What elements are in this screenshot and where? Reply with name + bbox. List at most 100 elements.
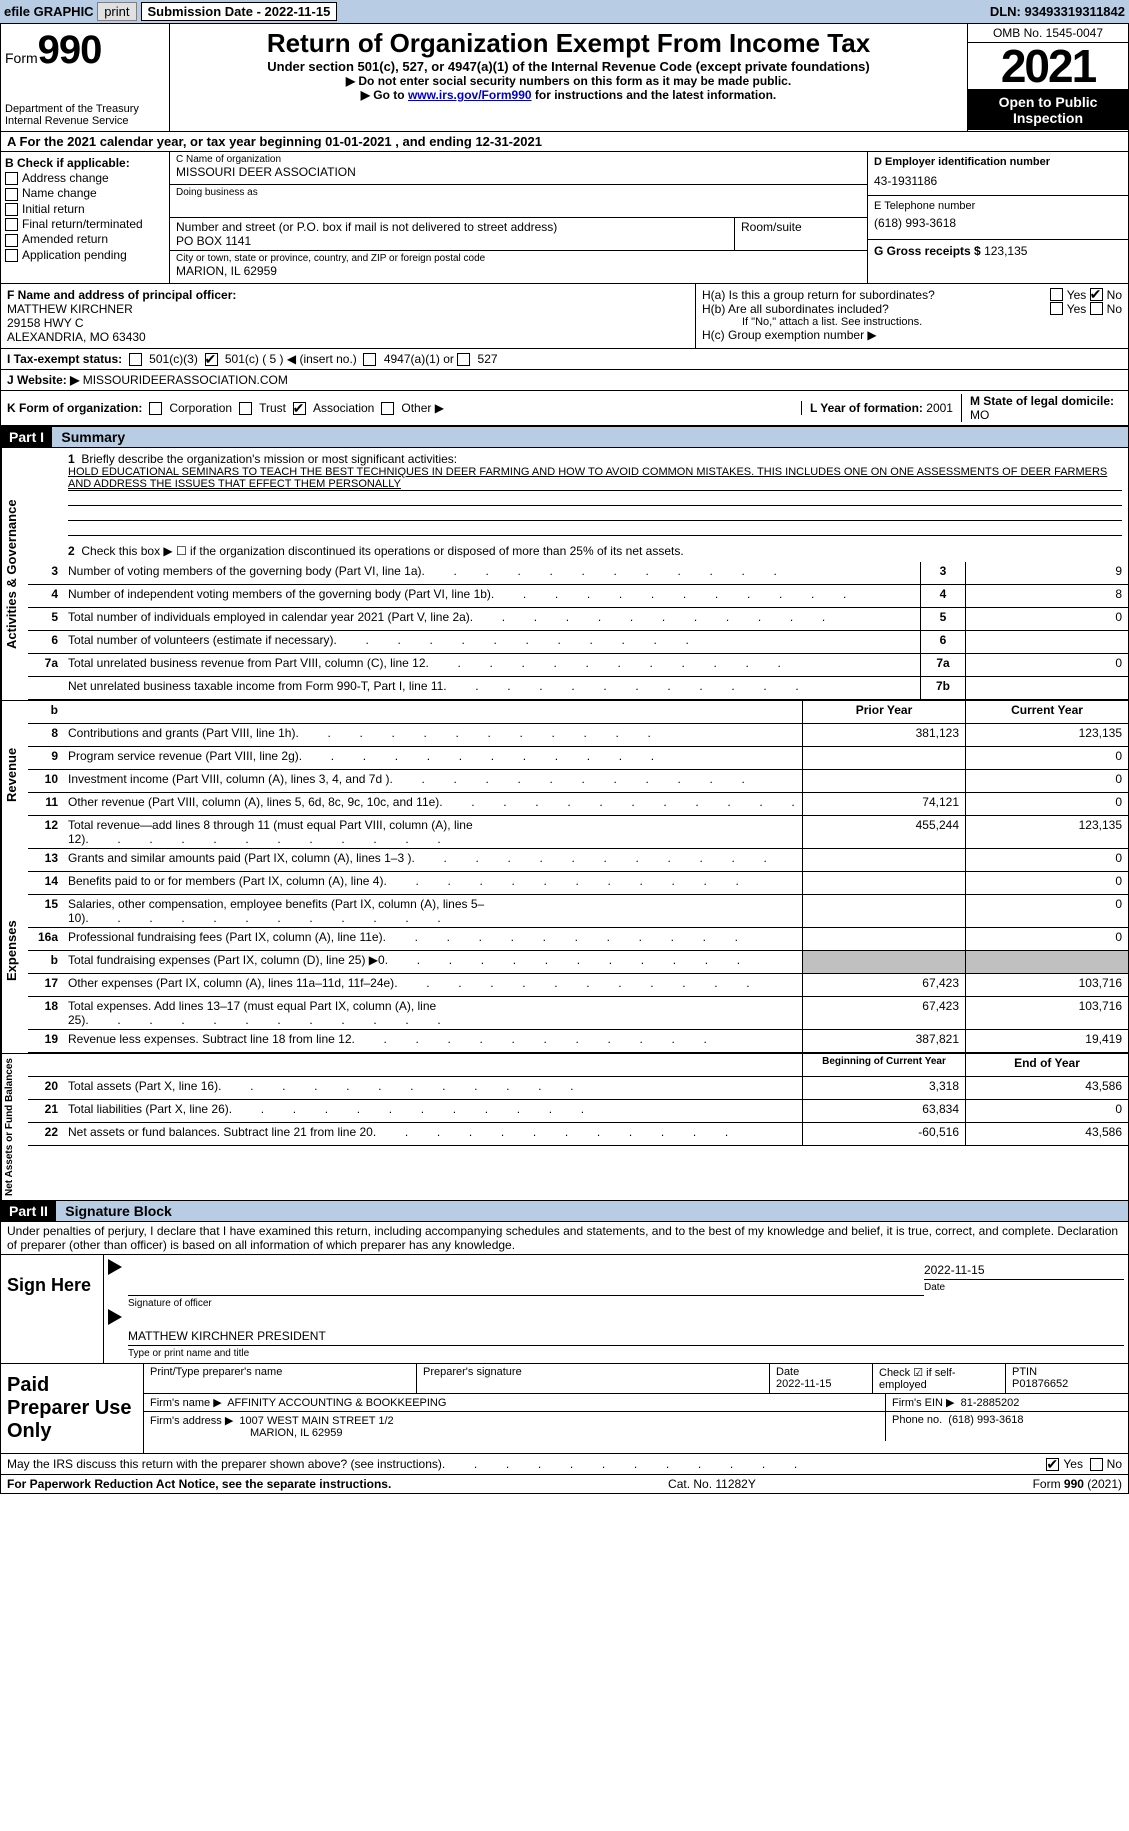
summary-line: Net unrelated business taxable income fr…: [28, 677, 1128, 700]
m-label: M State of legal domicile:: [970, 394, 1114, 408]
m-val: MO: [970, 408, 989, 422]
chk-pending[interactable]: [5, 249, 18, 262]
ein-label: D Employer identification number: [874, 156, 1122, 168]
lbl-527: 527: [478, 352, 498, 366]
expense-line: 15Salaries, other compensation, employee…: [28, 895, 1128, 928]
footer-year: 2021: [1091, 1477, 1118, 1491]
col-b: B Check if applicable: Address change Na…: [1, 152, 170, 283]
chk-initial[interactable]: [5, 203, 18, 216]
chk-527[interactable]: [457, 353, 470, 366]
may-irs-row: May the IRS discuss this return with the…: [1, 1453, 1128, 1474]
part1-num: Part I: [1, 427, 52, 447]
form-container: Form990 Department of the Treasury Inter…: [0, 23, 1129, 1494]
arrow-icon: [108, 1259, 122, 1275]
summary-line: 7aTotal unrelated business revenue from …: [28, 654, 1128, 677]
chk-501c[interactable]: [205, 353, 218, 366]
pt-name-lbl: Print/Type preparer's name: [144, 1364, 417, 1393]
form-title: Return of Organization Exempt From Incom…: [174, 28, 963, 59]
room-label: Room/suite: [741, 220, 861, 234]
part2-title: Signature Block: [65, 1203, 172, 1219]
form-number: 990: [38, 28, 102, 72]
ha-no[interactable]: [1090, 288, 1103, 301]
chk-assoc[interactable]: [293, 402, 306, 415]
lbl-501c: 501(c) ( 5 ) ◀ (insert no.): [225, 352, 357, 366]
row-k: K Form of organization: Corporation Trus…: [1, 390, 1128, 426]
summary-line: 6Total number of volunteers (estimate if…: [28, 631, 1128, 654]
mission-blank3: [68, 521, 1122, 536]
sig-officer-lbl: Signature of officer: [128, 1298, 924, 1309]
irs-no[interactable]: [1090, 1458, 1103, 1471]
prep-phone: (618) 993-3618: [948, 1414, 1023, 1426]
chk-other[interactable]: [381, 402, 394, 415]
tel-label: E Telephone number: [874, 200, 1122, 212]
ha-yes[interactable]: [1050, 288, 1063, 301]
lbl-pending: Application pending: [22, 248, 127, 262]
firm-name: AFFINITY ACCOUNTING & BOOKKEEPING: [227, 1397, 446, 1409]
row-a: A For the 2021 calendar year, or tax yea…: [1, 132, 1128, 152]
activities-governance: Activities & Governance 1 Briefly descri…: [1, 448, 1128, 700]
tab-exp: Expenses: [1, 849, 28, 1053]
chk-corp[interactable]: [149, 402, 162, 415]
chk-trust[interactable]: [239, 402, 252, 415]
expense-line: 16aProfessional fundraising fees (Part I…: [28, 928, 1128, 951]
lbl-name: Name change: [22, 186, 97, 200]
body-grid: B Check if applicable: Address change Na…: [1, 152, 1128, 283]
expenses-section: Expenses 13Grants and similar amounts pa…: [1, 849, 1128, 1053]
note-ssn: ▶ Do not enter social security numbers o…: [174, 74, 963, 88]
submission-date: Submission Date - 2022-11-15: [141, 2, 338, 21]
summary-line: 3Number of voting members of the governi…: [28, 562, 1128, 585]
hb-label: H(b) Are all subordinates included?: [702, 302, 1050, 316]
firm-ein: 81-2885202: [961, 1397, 1020, 1409]
ha-yes-lbl: Yes: [1067, 288, 1087, 302]
note-goto-a: ▶ Go to: [361, 88, 408, 102]
col-curr: Current Year: [965, 701, 1128, 723]
dba-label: Doing business as: [176, 187, 861, 198]
sig-date-lbl: Date: [924, 1282, 1124, 1293]
irs-yes-lbl: Yes: [1063, 1457, 1083, 1471]
chk-name[interactable]: [5, 188, 18, 201]
l-val: 2001: [926, 401, 953, 415]
lbl-4947: 4947(a)(1) or: [384, 352, 454, 366]
gross: 123,135: [984, 244, 1027, 258]
form-subtitle: Under section 501(c), 527, or 4947(a)(1)…: [174, 59, 963, 74]
name-label: C Name of organization: [176, 154, 861, 165]
hb-yes[interactable]: [1050, 302, 1063, 315]
officer-addr1: 29158 HWY C: [7, 316, 83, 330]
chk-amended[interactable]: [5, 234, 18, 247]
ha-no-lbl: No: [1107, 288, 1122, 302]
lbl-trust: Trust: [259, 401, 286, 415]
lbl-address: Address change: [22, 171, 109, 185]
lbl-final: Final return/terminated: [22, 217, 143, 231]
type-lbl: Type or print name and title: [128, 1348, 1124, 1359]
revenue-line: 9Program service revenue (Part VIII, lin…: [28, 747, 1128, 770]
form-prefix: Form: [5, 50, 38, 66]
firm-name-lbl: Firm's name ▶: [150, 1397, 222, 1409]
f-label: F Name and address of principal officer:: [7, 288, 236, 302]
revenue-line: 12Total revenue—add lines 8 through 11 (…: [28, 816, 1128, 849]
chk-final[interactable]: [5, 218, 18, 231]
col-d: D Employer identification number 43-1931…: [867, 152, 1128, 283]
irs-link[interactable]: www.irs.gov/Form990: [408, 88, 532, 102]
paid-label: Paid Preparer Use Only: [1, 1364, 144, 1453]
chk-address[interactable]: [5, 172, 18, 185]
officer-addr2: ALEXANDRIA, MO 63430: [7, 330, 146, 344]
col-end: End of Year: [965, 1054, 1128, 1076]
row-a-text2: , and ending: [395, 134, 475, 149]
sig-date: 2022-11-15: [924, 1263, 1124, 1280]
hb-no[interactable]: [1090, 302, 1103, 315]
website: MISSOURIDEERASSOCIATION.COM: [83, 373, 288, 387]
i-label: I Tax-exempt status:: [7, 352, 122, 366]
revenue-line: 11Other revenue (Part VIII, column (A), …: [28, 793, 1128, 816]
q1: Briefly describe the organization's miss…: [81, 452, 457, 466]
chk-4947[interactable]: [363, 353, 376, 366]
row-j: J Website: ▶ MISSOURIDEERASSOCIATION.COM: [1, 369, 1128, 390]
header-mid: Return of Organization Exempt From Incom…: [170, 24, 967, 131]
na-t: [64, 1054, 802, 1076]
hb-no-lbl: No: [1107, 302, 1122, 316]
pt-date-lbl: Date: [776, 1366, 799, 1378]
firm-addr-lbl: Firm's address ▶: [150, 1415, 233, 1427]
print-button[interactable]: print: [97, 2, 136, 21]
l-label: L Year of formation:: [810, 401, 923, 415]
chk-501c3[interactable]: [129, 353, 142, 366]
irs-yes[interactable]: [1046, 1458, 1059, 1471]
